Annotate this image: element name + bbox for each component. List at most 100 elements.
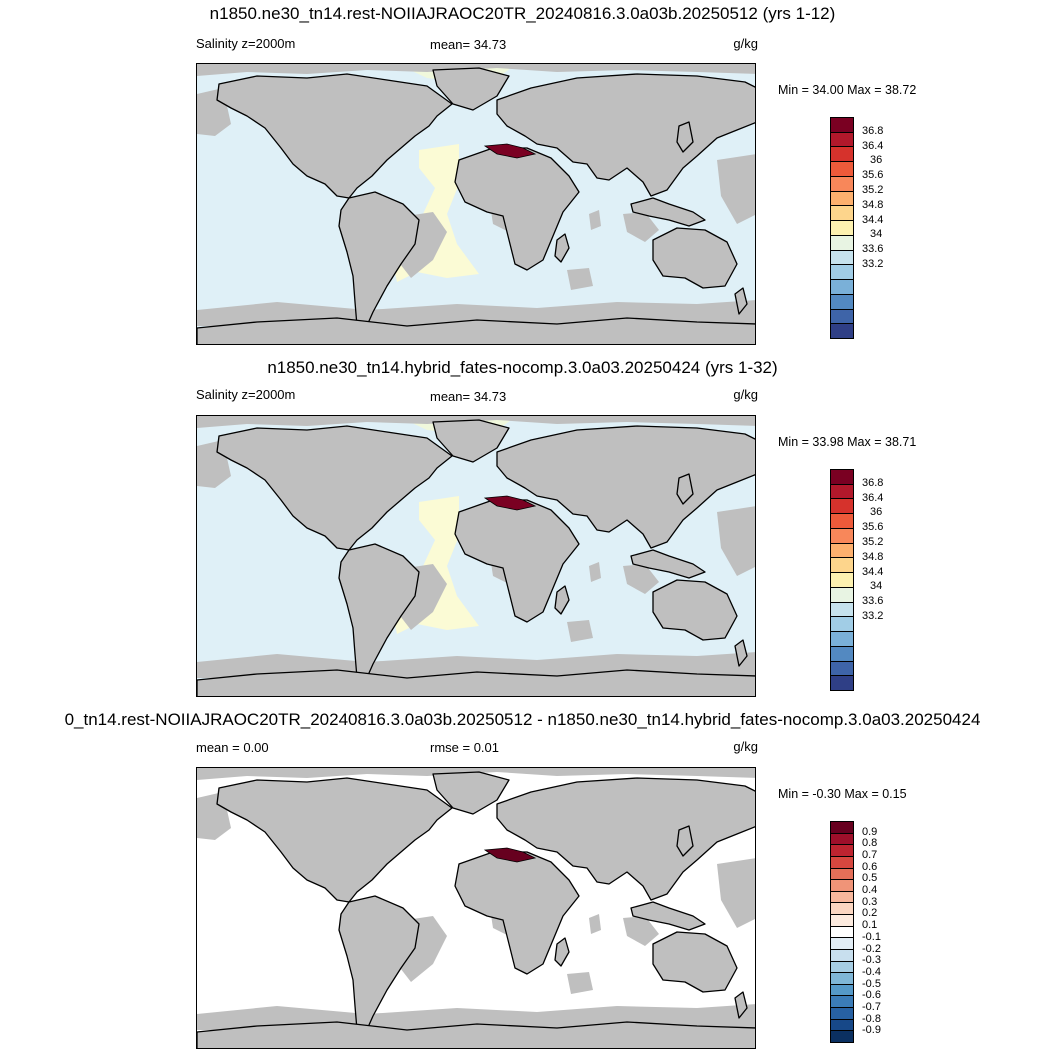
- continent-eurasia: [496, 777, 755, 901]
- colorbar-swatch: [831, 573, 853, 588]
- colorbar-tick-label: 0.7: [862, 849, 878, 862]
- panel-2-map: [196, 415, 756, 697]
- colorbar-swatch: [831, 162, 853, 177]
- colorbar-swatch: [831, 949, 853, 962]
- colorbar-swatch: [831, 602, 853, 618]
- continent-japan: [676, 473, 694, 505]
- colorbar-swatch: [831, 543, 853, 559]
- colorbar-swatch: [831, 676, 853, 691]
- colorbar-tick-label: -0.6: [862, 989, 881, 1002]
- colorbar-tick-label: 35.6: [862, 169, 884, 182]
- colorbar-tick-label: -0.3: [862, 954, 881, 967]
- continent-north-america: [216, 777, 453, 903]
- panel-3-map: [196, 767, 756, 1049]
- colorbar-swatch: [831, 206, 853, 222]
- colorbar-swatch: [831, 973, 853, 985]
- panel-3-colorbar: [830, 821, 854, 1043]
- continent-madagascar: [554, 585, 570, 615]
- colorbar-swatch: [831, 294, 853, 310]
- colorbar-swatch: [831, 1019, 853, 1032]
- colorbar-swatch: [831, 1031, 853, 1042]
- panel-1-units-label: g/kg: [733, 36, 758, 51]
- colorbar-tick-label: -0.5: [862, 977, 881, 990]
- colorbar-tick-label: 0.4: [862, 884, 878, 897]
- masked-region: [717, 858, 755, 928]
- continent-australia: [652, 579, 738, 641]
- colorbar-swatch: [831, 309, 853, 325]
- colorbar-tick-label: -0.9: [862, 1024, 881, 1037]
- colorbar-tick-label: -0.1: [862, 930, 881, 943]
- continent-indonesia: [630, 197, 706, 227]
- colorbar-swatch: [831, 558, 853, 574]
- world-map-svg: [197, 416, 755, 696]
- continent-eurasia: [496, 425, 755, 549]
- colorbar-swatch: [831, 265, 853, 281]
- continent-south-america: [338, 895, 420, 1035]
- colorbar-swatch: [831, 528, 853, 544]
- masked-region: [567, 268, 593, 290]
- colorbar-swatch: [831, 617, 853, 633]
- continent-greenland: [432, 419, 510, 463]
- colorbar-swatch: [831, 903, 853, 915]
- colorbar-tick-label: -0.2: [862, 942, 881, 955]
- colorbar-tick-label: 36: [870, 154, 883, 167]
- panel-1-colorbar: [830, 117, 854, 339]
- colorbar-swatch: [831, 891, 853, 904]
- world-map-svg: [197, 64, 755, 344]
- continent-indonesia: [630, 901, 706, 931]
- colorbar-tick-label: 0.3: [862, 895, 878, 908]
- panel-3-units-label: g/kg: [733, 739, 758, 754]
- continent-madagascar: [554, 937, 570, 967]
- continent-africa: [454, 499, 580, 623]
- colorbar-swatch: [831, 880, 853, 892]
- continent-new-zealand: [734, 287, 748, 315]
- continent-south-america: [338, 543, 420, 683]
- continent-antarctica: [197, 1021, 755, 1048]
- colorbar-tick-label: 0.9: [862, 825, 878, 838]
- masked-region: [623, 564, 659, 594]
- colorbar-tick-label: 34.4: [862, 565, 884, 578]
- masked-region: [717, 154, 755, 224]
- masked-region: [589, 914, 601, 934]
- colorbar-swatch: [831, 147, 853, 163]
- continent-new-zealand: [734, 639, 748, 667]
- colorbar-tick-label: 36.8: [862, 476, 884, 489]
- continent-south-america: [338, 191, 420, 331]
- mediterranean-sea: [483, 495, 537, 511]
- colorbar-tick-label: 34: [870, 580, 883, 593]
- colorbar-swatch: [831, 646, 853, 662]
- continent-australia: [652, 931, 738, 993]
- panel-2-units-label: g/kg: [733, 387, 758, 402]
- panel-2-colorbar: [830, 469, 854, 691]
- panel-1-title: n1850.ne30_tn14.rest-NOIIAJRAOC20TR_2024…: [209, 4, 836, 23]
- colorbar-tick-label: 0.6: [862, 860, 878, 873]
- masked-region: [197, 768, 755, 780]
- colorbar-tick-label: 36: [870, 506, 883, 519]
- colorbar-swatch: [831, 632, 853, 647]
- masked-region: [589, 210, 601, 230]
- panel-1-minmax: Min = 34.00 Max = 38.72: [778, 83, 917, 97]
- colorbar-tick-label: 36.8: [862, 124, 884, 137]
- colorbar-swatch: [831, 470, 853, 485]
- colorbar-swatch: [831, 221, 853, 236]
- continent-antarctica: [197, 317, 755, 344]
- colorbar-swatch: [831, 996, 853, 1008]
- continent-japan: [676, 825, 694, 857]
- colorbar-swatch: [831, 833, 853, 846]
- colorbar-tick-label: 0.8: [862, 837, 878, 850]
- colorbar-swatch: [831, 915, 853, 927]
- colorbar-tick-label: 34.8: [862, 198, 884, 211]
- colorbar-swatch: [831, 822, 853, 834]
- mediterranean-sea: [483, 143, 537, 159]
- colorbar-tick-label: -0.4: [862, 965, 881, 978]
- continent-australia: [652, 227, 738, 289]
- panel-1-mean-label: mean= 34.73: [430, 37, 507, 52]
- masked-region: [717, 506, 755, 576]
- colorbar-tick-label: 0.2: [862, 907, 878, 920]
- continent-new-zealand: [734, 991, 748, 1019]
- colorbar-tick-label: 34.4: [862, 213, 884, 226]
- continent-antarctica: [197, 669, 755, 696]
- colorbar-tick-label: 35.2: [862, 536, 884, 548]
- panel-3-rmse-label: rmse = 0.01: [430, 740, 500, 755]
- colorbar-swatch: [831, 499, 853, 515]
